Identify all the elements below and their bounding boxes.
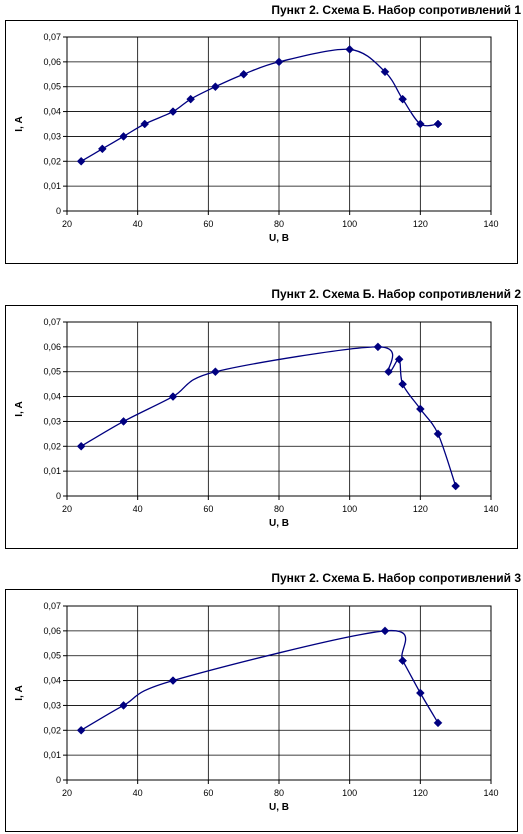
data-point (415, 404, 425, 414)
data-point (380, 67, 390, 77)
data-point (119, 417, 128, 426)
chart-3-frame: 0 0,01 0,02 0,03 0,04 0,05 0,06 0,07 20 40 60 80 100… (5, 589, 518, 832)
y-tick-label: 0,07 (43, 317, 61, 327)
y-tick-label: 0,01 (43, 181, 61, 191)
data-point (140, 119, 150, 129)
x-tick-label: 80 (274, 219, 284, 229)
y-tick-label: 0,04 (43, 676, 61, 686)
chart-1-frame: 0 0,01 0,02 0,03 0,04 0,05 0,06 0,07 20 40 60 80 100… (5, 20, 518, 264)
chart-3-plot: 0 0,01 0,02 0,03 0,04 0,05 0,06 0,07 20 40 60 80 100… (14, 601, 499, 813)
x-tick-label: 120 (413, 504, 428, 514)
data-point (433, 119, 443, 129)
data-point (398, 94, 408, 104)
x-tick-label: 100 (342, 788, 357, 798)
chart-2-frame: 0 0,01 0,02 0,03 0,04 0,05 0,06 0,07 20 40 60 80 100… (5, 305, 518, 549)
x-tick-label: 60 (203, 219, 213, 229)
data-point (345, 45, 355, 54)
data-point (119, 132, 128, 141)
y-tick-label: 0,06 (43, 57, 61, 67)
y-axis-label: I, А (14, 116, 25, 132)
chart-2-title: Пункт 2. Схема Б. Набор сопротивлений 2 (271, 287, 521, 301)
x-axis-label: U, В (269, 233, 289, 244)
data-point (373, 342, 383, 352)
x-tick-label: 120 (413, 788, 428, 798)
x-tick-label: 40 (133, 788, 143, 798)
y-tick-label: 0,02 (43, 156, 61, 166)
x-tick-label: 20 (62, 788, 72, 798)
x-tick-label: 140 (483, 788, 498, 798)
data-point (76, 725, 86, 735)
data-point (168, 392, 178, 401)
data-point (119, 701, 128, 710)
x-tick-label: 140 (483, 504, 498, 514)
y-tick-label: 0,02 (43, 725, 61, 735)
y-tick-label: 0,05 (43, 651, 61, 661)
x-tick-label: 20 (62, 504, 72, 514)
data-point (76, 156, 86, 166)
x-tick-label: 120 (413, 219, 428, 229)
y-tick-label: 0 (56, 206, 61, 216)
y-tick-label: 0,05 (43, 367, 61, 377)
x-axis-label: U, В (269, 802, 289, 813)
y-tick-label: 0,03 (43, 700, 61, 710)
y-tick-label: 0 (56, 491, 61, 501)
data-point (415, 688, 425, 698)
data-point (97, 144, 107, 154)
y-tick-label: 0,03 (43, 416, 61, 426)
data-point (380, 626, 390, 636)
x-tick-label: 80 (274, 504, 284, 514)
data-point (384, 367, 393, 377)
data-point (433, 429, 443, 439)
chart-2-plot: 0 0,01 0,02 0,03 0,04 0,05 0,06 0,07 20 40 60 80 100… (14, 317, 499, 529)
data-point (394, 354, 404, 364)
y-axis-label: I, А (14, 401, 25, 417)
x-axis-label: U, В (269, 518, 289, 529)
data-point (239, 69, 249, 79)
x-tick-label: 20 (62, 219, 72, 229)
x-tick-label: 140 (483, 219, 498, 229)
y-tick-label: 0,03 (43, 131, 61, 141)
data-point (433, 718, 443, 728)
data-point (398, 656, 408, 666)
chart-1-title: Пункт 2. Схема Б. Набор сопротивлений 1 (271, 3, 521, 17)
x-tick-label: 60 (203, 788, 213, 798)
y-tick-label: 0,06 (43, 626, 61, 636)
y-tick-label: 0,06 (43, 342, 61, 352)
data-point (211, 367, 220, 377)
y-tick-label: 0,07 (43, 32, 61, 42)
data-point (398, 379, 408, 389)
chart-3-title: Пункт 2. Схема Б. Набор сопротивлений 3 (271, 571, 521, 585)
y-tick-label: 0,05 (43, 82, 61, 92)
x-tick-label: 40 (133, 219, 143, 229)
x-tick-label: 80 (274, 788, 284, 798)
y-tick-label: 0,07 (43, 601, 61, 611)
chart-1-plot: 0 0,01 0,02 0,03 0,04 0,05 0,06 0,07 20 40 60 80 100… (14, 32, 499, 244)
data-point (186, 94, 196, 104)
x-tick-label: 60 (203, 504, 213, 514)
data-point (415, 119, 425, 129)
data-point (76, 441, 86, 451)
data-point (274, 57, 284, 67)
y-axis-label: I, А (14, 685, 25, 701)
y-tick-label: 0,01 (43, 466, 61, 476)
y-tick-label: 0,04 (43, 107, 61, 117)
data-point (168, 107, 178, 116)
y-tick-label: 0,02 (43, 441, 61, 451)
data-point (451, 481, 461, 491)
data-point (211, 82, 220, 92)
y-tick-label: 0 (56, 775, 61, 785)
x-tick-label: 40 (133, 504, 143, 514)
x-tick-label: 100 (342, 504, 357, 514)
y-tick-label: 0,04 (43, 392, 61, 402)
y-tick-label: 0,01 (43, 750, 61, 760)
data-point (168, 676, 178, 685)
x-tick-label: 100 (342, 219, 357, 229)
